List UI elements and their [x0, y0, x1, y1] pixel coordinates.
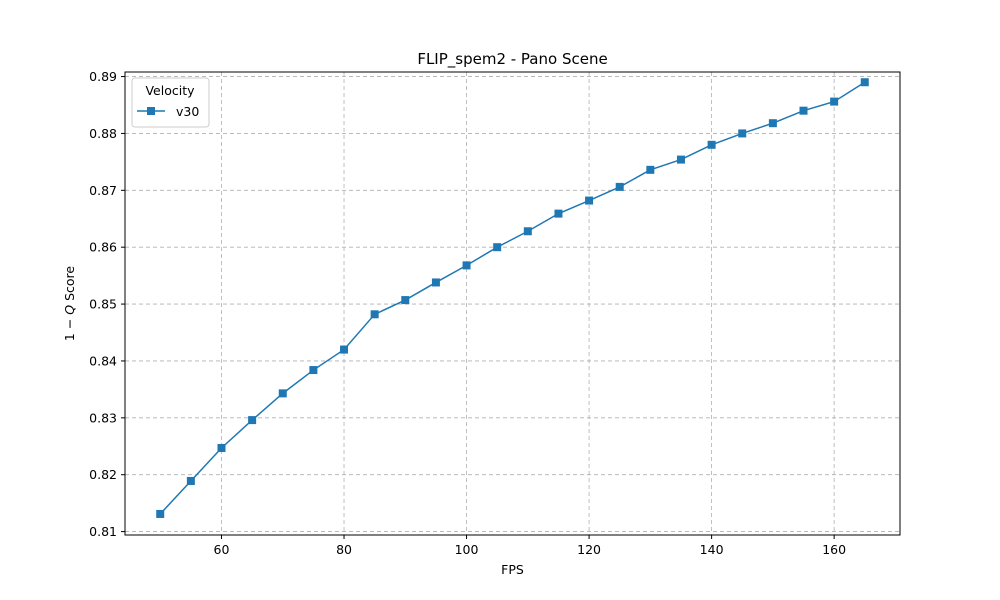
- x-tick-label: 120: [577, 542, 601, 557]
- series-line-v30: [159, 81, 866, 515]
- data-point-marker: [462, 261, 471, 270]
- data-point-marker: [493, 243, 502, 252]
- y-tick-label: 0.83: [89, 410, 117, 425]
- data-point-marker: [860, 78, 869, 87]
- data-point-marker: [217, 443, 226, 452]
- series-layer: [156, 78, 869, 518]
- y-tick-label: 0.82: [89, 467, 117, 482]
- y-tick-label: 0.86: [89, 240, 117, 255]
- y-axis-label-suffix: Score: [62, 266, 77, 305]
- data-point-marker: [707, 140, 716, 149]
- tick-layer: 60 80 100 120 140 160 0.81 0.82 0.83 0.84 0.85 0.86…: [89, 69, 846, 557]
- data-point-marker: [676, 155, 685, 164]
- data-point-marker: [401, 296, 410, 305]
- data-point-marker: [186, 476, 195, 485]
- data-point-marker: [278, 389, 287, 398]
- y-axis-label-prefix: 1 −: [62, 315, 77, 341]
- legend: Velocity v30: [131, 77, 210, 128]
- plot-frame: [124, 71, 901, 536]
- y-tick-label: 0.85: [89, 297, 117, 312]
- y-tick-label: 0.88: [89, 126, 117, 141]
- x-tick-label: 140: [700, 542, 724, 557]
- chart-title: FLIP_spem2 - Pano Scene: [417, 50, 607, 69]
- data-point-marker: [248, 416, 257, 425]
- y-tick-label: 0.84: [89, 353, 117, 368]
- data-point-marker: [738, 129, 747, 138]
- y-axis-label: 1 − Q Score: [62, 266, 77, 342]
- data-point-marker: [431, 278, 440, 287]
- data-point-marker: [768, 119, 777, 128]
- data-point-marker: [646, 165, 655, 174]
- y-tick-label: 0.81: [89, 524, 117, 539]
- data-point-marker: [523, 227, 532, 236]
- y-tick-label: 0.87: [89, 183, 117, 198]
- legend-series-marker: [147, 107, 155, 115]
- x-axis-label: FPS: [501, 562, 524, 577]
- data-point-marker: [309, 366, 318, 375]
- legend-title: Velocity: [145, 83, 195, 98]
- data-point-marker: [554, 209, 563, 218]
- x-tick-label: 160: [822, 542, 846, 557]
- x-tick-label: 60: [214, 542, 230, 557]
- data-point-marker: [370, 310, 379, 319]
- data-point-marker: [799, 106, 808, 115]
- x-tick-label: 100: [455, 542, 479, 557]
- data-point-marker: [615, 182, 624, 191]
- data-point-marker: [830, 97, 839, 106]
- legend-series-label: v30: [176, 104, 199, 119]
- y-tick-label: 0.89: [89, 69, 117, 84]
- data-point-marker: [156, 509, 165, 518]
- data-point-marker: [585, 196, 594, 205]
- data-point-marker: [340, 345, 349, 354]
- x-tick-label: 80: [336, 542, 352, 557]
- y-axis-label-italic: Q: [62, 305, 77, 315]
